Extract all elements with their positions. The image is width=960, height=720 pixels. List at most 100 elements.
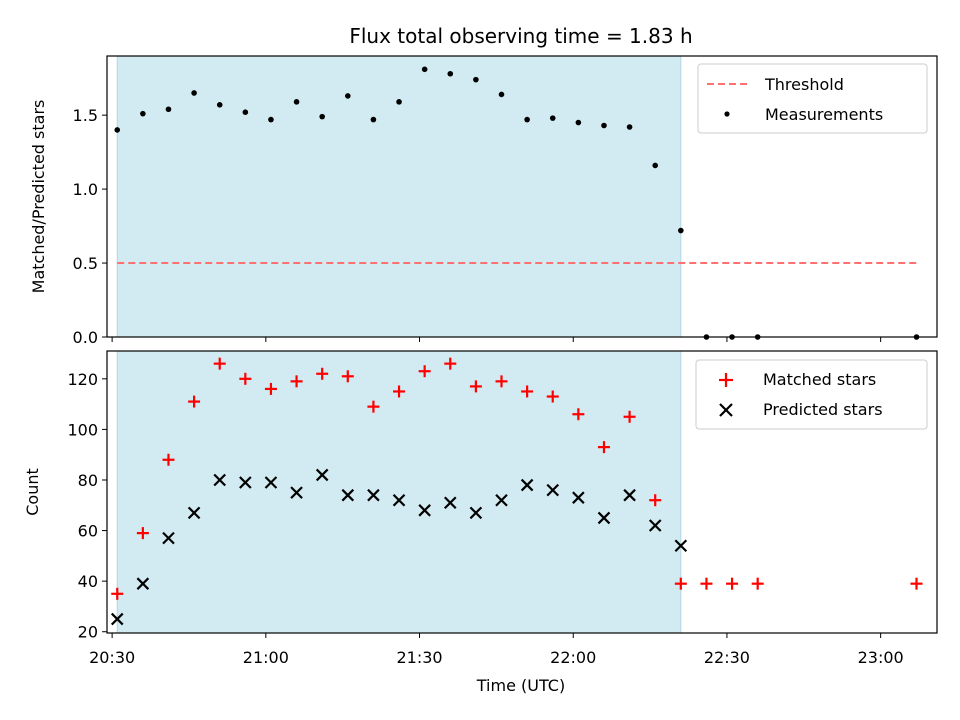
x-tick-label: 22:30 xyxy=(704,648,750,667)
predicted-star-point xyxy=(162,531,175,545)
predicted-star-point xyxy=(392,493,406,507)
y-tick-label: 0.5 xyxy=(73,254,98,273)
legend-box xyxy=(697,63,928,134)
x-tick-label: 20:30 xyxy=(89,648,135,667)
predicted-star-point xyxy=(341,488,355,502)
measurement-point xyxy=(626,124,633,130)
predicted-star-point xyxy=(572,491,585,504)
measurement-point xyxy=(191,90,197,96)
measurement-point xyxy=(165,106,172,113)
y-tick-label: 120 xyxy=(67,370,98,389)
y-tick-label: 40 xyxy=(78,572,98,591)
x-axis-label: Time (UTC) xyxy=(476,676,565,695)
matched-star-point xyxy=(188,395,201,408)
predicted-star-point xyxy=(623,488,636,502)
legend-matched-swatch xyxy=(719,373,733,387)
x-axis-ticks: 20:30 21:00 21:30 22:00 22:30 23:00 xyxy=(89,633,904,667)
matched-star-point xyxy=(751,577,764,590)
plot-frame xyxy=(106,55,938,338)
legend-predicted-label: Predicted stars xyxy=(763,400,883,419)
x-tick-label: 22:00 xyxy=(550,648,596,667)
matched-star-point xyxy=(213,357,226,370)
predicted-stars-series xyxy=(110,468,688,626)
matched-star-point xyxy=(469,380,482,393)
predicted-star-point xyxy=(495,493,508,507)
measurement-point xyxy=(524,116,530,123)
predicted-star-point xyxy=(110,612,124,626)
measurement-point xyxy=(370,116,377,123)
predicted-star-point xyxy=(674,539,688,553)
legend: Threshold Measurements xyxy=(697,63,928,134)
matched-star-point xyxy=(521,385,534,398)
legend-measurements-label: Measurements xyxy=(765,105,883,124)
measurement-point xyxy=(216,102,223,108)
y-tick-label: 100 xyxy=(67,420,98,439)
matched-star-point xyxy=(290,375,303,388)
predicted-star-point xyxy=(290,486,303,499)
legend-box xyxy=(695,359,928,430)
legend: Matched stars Predicted stars xyxy=(695,359,928,430)
matched-star-point xyxy=(910,577,923,590)
predicted-star-point xyxy=(597,511,611,525)
measurement-point xyxy=(114,127,121,133)
matched-star-point xyxy=(316,367,329,380)
measurement-point xyxy=(242,109,249,115)
matched-stars-series xyxy=(111,357,923,600)
predicted-star-point xyxy=(136,577,150,590)
x-tick-label: 21:30 xyxy=(396,648,442,667)
measurement-point xyxy=(345,93,351,99)
measurement-point xyxy=(575,119,582,126)
predicted-star-point xyxy=(264,476,278,489)
measurement-point xyxy=(473,76,479,83)
predicted-star-point xyxy=(239,476,252,489)
measurement-point xyxy=(421,66,428,73)
matched-star-point xyxy=(726,577,739,590)
measurement-point xyxy=(396,99,402,105)
predicted-star-point xyxy=(315,468,329,482)
measurements-series xyxy=(114,66,920,340)
matched-star-point xyxy=(162,453,175,466)
matched-star-point xyxy=(649,494,662,507)
predicted-star-point xyxy=(469,506,483,520)
measurement-point xyxy=(268,116,274,123)
predicted-star-point xyxy=(367,488,380,502)
legend-threshold-label: Threshold xyxy=(764,75,844,94)
matched-star-point xyxy=(393,385,406,398)
measurement-point xyxy=(678,227,684,234)
measurement-point xyxy=(601,122,607,129)
plot-frame xyxy=(106,350,938,634)
matched-star-point xyxy=(674,577,687,590)
observing-window-shade xyxy=(116,55,682,338)
measurement-point xyxy=(140,110,146,117)
legend-matched-label: Matched stars xyxy=(763,370,876,389)
x-tick-label: 23:00 xyxy=(858,648,904,667)
y-tick-label: 1.0 xyxy=(73,180,98,199)
measurement-point xyxy=(652,162,659,169)
matched-star-point xyxy=(597,441,610,454)
y-axis-ticks: 20 40 60 80 100 120 xyxy=(67,370,107,642)
measurement-point xyxy=(498,91,505,98)
predicted-star-point xyxy=(520,478,534,492)
matched-star-point xyxy=(264,382,277,395)
legend-measurements-swatch xyxy=(724,111,730,117)
y-tick-label: 20 xyxy=(78,623,98,642)
y-tick-label: 0.0 xyxy=(73,328,98,347)
matched-star-point xyxy=(111,587,124,600)
observing-window-shade xyxy=(116,350,682,634)
y-axis-ticks: 0.0 0.5 1.0 1.5 xyxy=(73,106,107,347)
y-tick-label: 60 xyxy=(78,522,98,541)
matched-star-point xyxy=(546,390,559,403)
x-tick-label: 21:00 xyxy=(243,648,289,667)
predicted-star-point xyxy=(187,506,201,520)
y-tick-label: 1.5 xyxy=(73,106,98,125)
legend-predicted-swatch xyxy=(719,403,733,417)
matched-star-point xyxy=(700,577,713,590)
measurement-point xyxy=(549,115,556,121)
predicted-star-point xyxy=(443,496,457,510)
matched-star-point xyxy=(136,527,149,540)
predicted-star-point xyxy=(418,504,431,517)
measurement-point xyxy=(319,113,325,120)
matched-star-point xyxy=(367,400,380,413)
x-axis-ticks xyxy=(111,337,882,342)
